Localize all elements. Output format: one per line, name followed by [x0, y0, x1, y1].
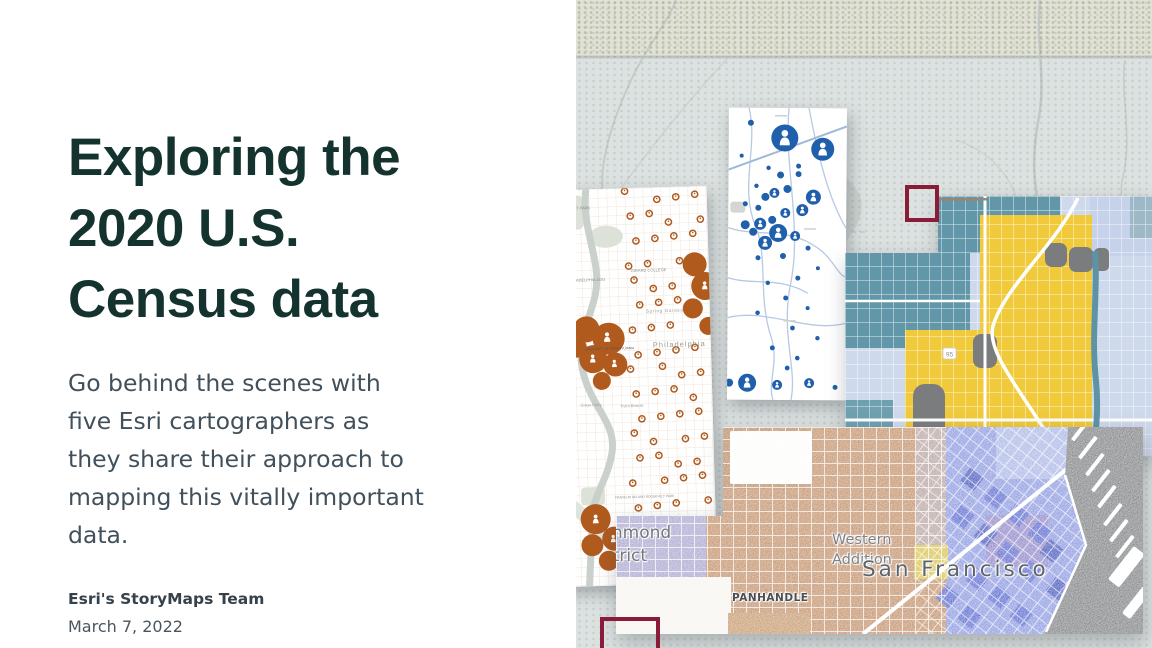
cover-text-column: Exploring the 2020 U.S. Census data Go beh… — [68, 128, 424, 636]
map-label-point-breeze: Point Breeze — [620, 403, 644, 409]
extent-indicator-rectangle-top — [905, 185, 939, 222]
census-blocks-map-panel: 95 — [845, 196, 1152, 456]
byline-author: Esri's StoryMaps Team — [68, 590, 265, 608]
philadelphia-dot-map-panel: FAIRMOUNT PARK PHILADELPHIA ZOO GIRARD C… — [576, 185, 718, 588]
map-label-grays-ferry: Grays Ferry — [580, 402, 601, 408]
map-label-fairmount-park: FAIRMOUNT PARK — [576, 205, 591, 211]
map-label-western-addition: Western Addition — [832, 532, 892, 568]
cover-collage-image: FAIRMOUNT PARK PHILADELPHIA ZOO GIRARD C… — [576, 0, 1152, 648]
map-label-university-of-pennsylvania: UNIVERSITY OF PENNSYLVANIA — [585, 346, 635, 351]
map-label-fdr-park: FRANKLIN DELANO ROOSEVELT PARK — [615, 494, 675, 500]
san-francisco-dot-map-panel: Richmond District Western Addition San F… — [616, 427, 1143, 634]
graduated-circles-map-panel — [726, 107, 848, 401]
map-label-philadelphia-zoo: PHILADELPHIA ZOO — [576, 277, 605, 283]
map-label-philadelphia: Philadelphia — [653, 339, 706, 349]
story-description: Go behind the scenes with five Esri carto… — [68, 369, 424, 549]
highway-shield-95: 95 — [946, 352, 954, 359]
map-label-panhandle: PANHANDLE — [732, 592, 809, 604]
map-label-girard-college: GIRARD COLLEGE — [631, 267, 667, 273]
publish-date: March 7, 2022 — [68, 617, 183, 636]
map-label-richmond-district: Richmond District — [586, 523, 672, 566]
extent-indicator-rectangle-bottom — [600, 617, 660, 648]
map-label-san-francisco: San Francisco — [862, 557, 1049, 582]
map-label-spring-garden: Spring Garden — [646, 308, 684, 314]
page-title: Exploring the 2020 U.S. Census data — [68, 128, 401, 329]
